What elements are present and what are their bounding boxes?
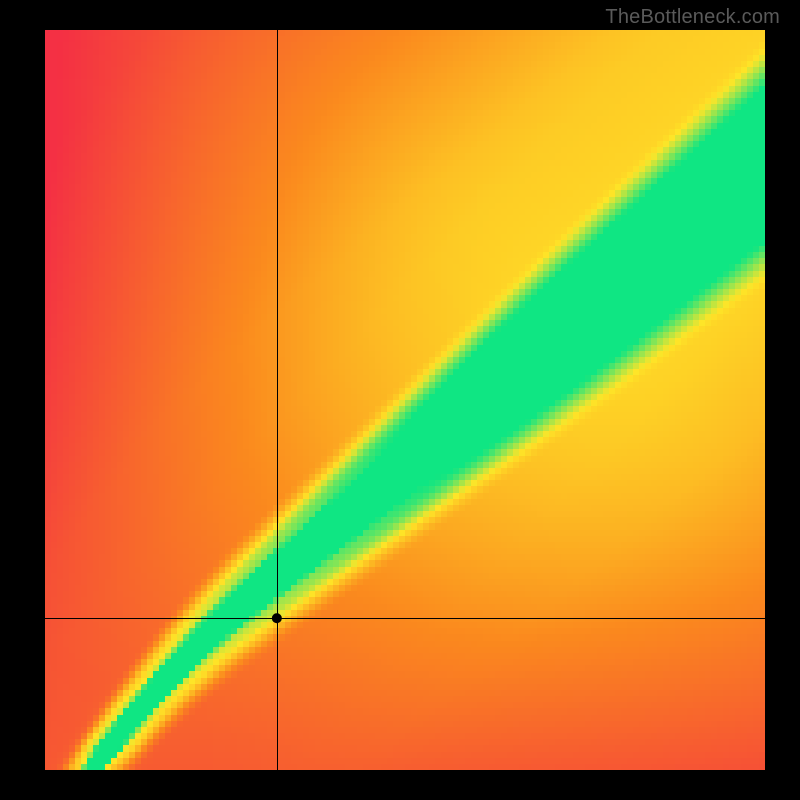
chart-container: TheBottleneck.com bbox=[0, 0, 800, 800]
heatmap-canvas-wrap bbox=[45, 30, 765, 770]
watermark-text: TheBottleneck.com bbox=[605, 6, 780, 29]
heatmap-canvas bbox=[45, 30, 765, 770]
